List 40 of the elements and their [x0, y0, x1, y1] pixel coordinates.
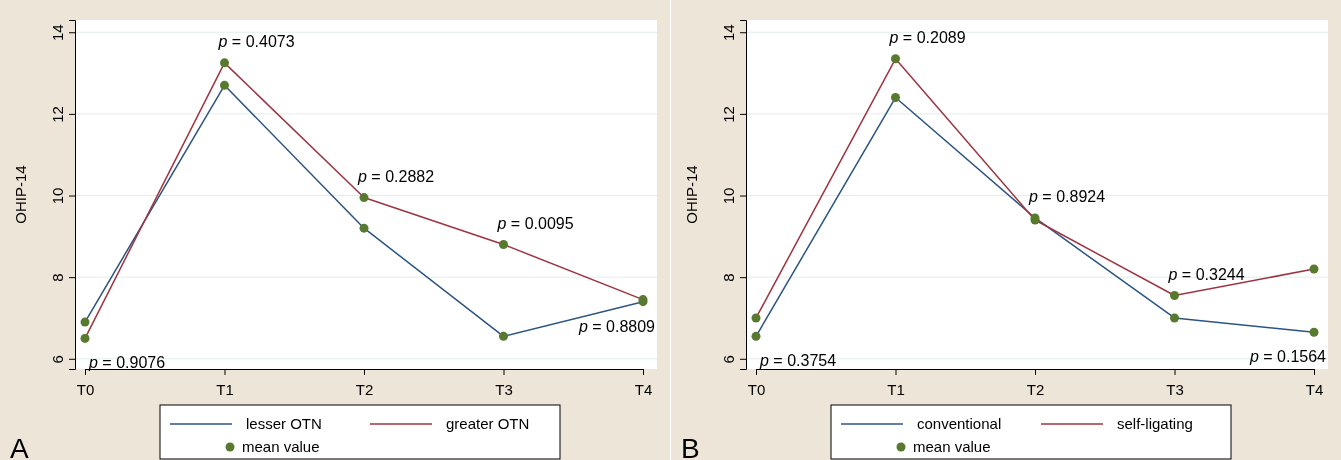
- x-tick-label: T0: [76, 380, 95, 398]
- annotation: p = 0.8809: [577, 317, 656, 335]
- x-tick-label: T4: [634, 380, 653, 398]
- x-tick-label: T3: [495, 380, 513, 398]
- x-tick-label: T2: [1026, 380, 1045, 398]
- legend-label: mean value: [242, 438, 320, 455]
- y-tick-label: 8: [720, 273, 737, 282]
- y-tick-label: 6: [720, 355, 737, 364]
- annotation: p = 0.2089: [888, 28, 966, 46]
- legend-label: self-ligating: [1117, 415, 1193, 432]
- x-tick-label: T2: [355, 380, 374, 398]
- y-axis-title: OHIP-14: [12, 165, 29, 224]
- text: A: [10, 433, 29, 460]
- y-tick-label: 10: [49, 187, 66, 205]
- annotation: p = 0.0095: [496, 214, 574, 232]
- y-tick-label: 10: [720, 187, 737, 205]
- annotation: p = 0.9076: [88, 354, 166, 372]
- x-tick-label: T0: [747, 380, 766, 398]
- y-tick-label: 6: [49, 355, 66, 364]
- y-tick-label: 8: [49, 273, 66, 282]
- x-tick-label: T1: [887, 380, 905, 398]
- y-axis-title: OHIP-14: [683, 165, 700, 224]
- legend-label: mean value: [913, 438, 991, 455]
- annotation: p = 0.8924: [1028, 187, 1106, 205]
- annotation: p = 0.1564: [1248, 348, 1327, 366]
- y-tick-label: 14: [720, 24, 737, 42]
- y-tick-label: 12: [49, 106, 66, 123]
- x-tick-label: T3: [1166, 380, 1184, 398]
- legend-label: conventional: [917, 415, 1002, 432]
- y-tick-label: 14: [49, 24, 66, 42]
- y-tick-label: 12: [720, 106, 737, 123]
- annotation: p = 0.2882: [357, 167, 435, 185]
- legend-label: lesser OTN: [246, 415, 322, 432]
- annotation: p = 0.4073: [217, 32, 295, 50]
- annotation: p = 0.3754: [759, 352, 837, 370]
- x-tick-label: T4: [1305, 380, 1324, 398]
- legend-label: greater OTN: [446, 415, 530, 432]
- x-tick-label: T1: [216, 380, 234, 398]
- annotation: p = 0.3244: [1167, 265, 1245, 283]
- text: B: [681, 433, 700, 460]
